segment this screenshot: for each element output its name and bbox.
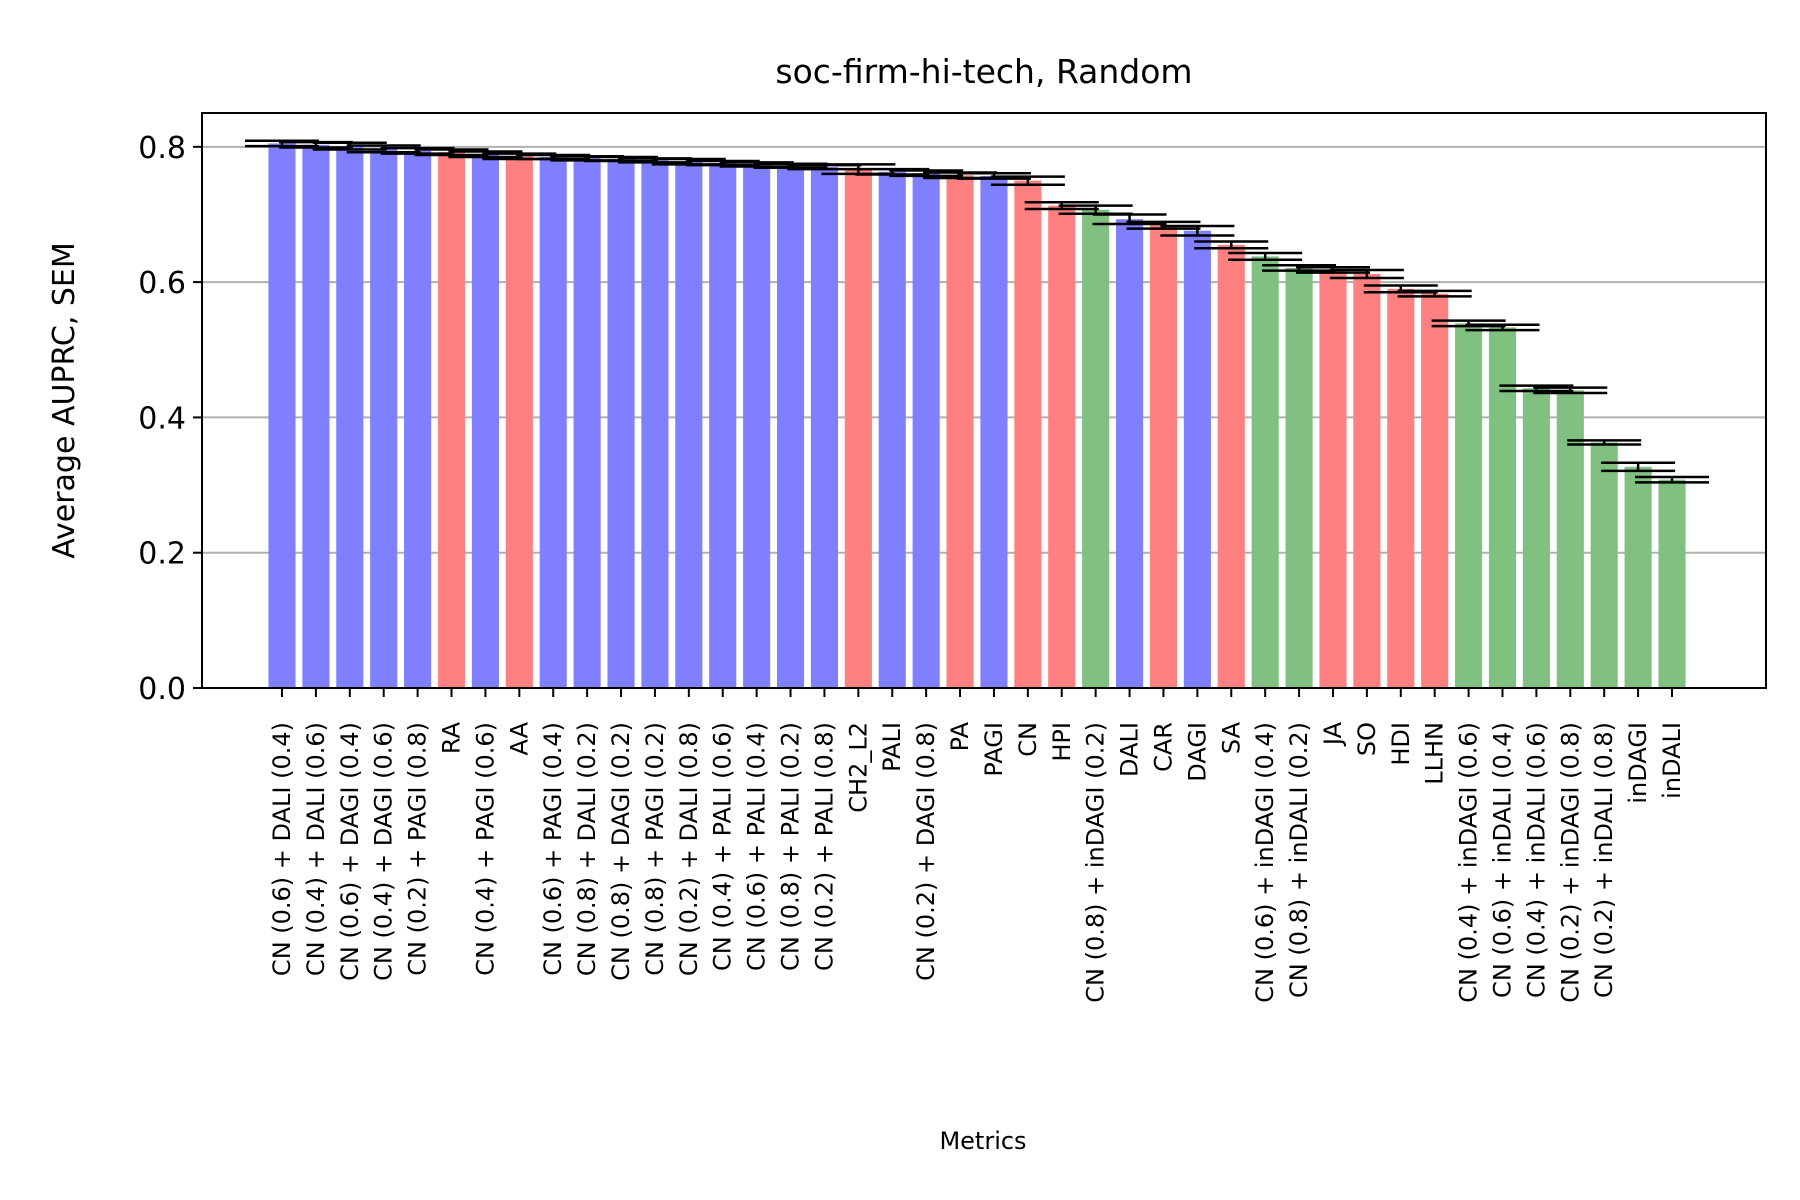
bar — [1421, 293, 1449, 688]
x-tick-label: RA — [438, 721, 466, 754]
x-tick-label: CN (0.4) + DAGI (0.6) — [370, 722, 398, 981]
x-tick-label: AA — [505, 721, 533, 755]
x-tick-label: CN — [1014, 722, 1042, 757]
bar — [844, 169, 872, 688]
bar — [810, 167, 838, 688]
bar — [1353, 274, 1381, 688]
x-tick-label: JA — [1319, 721, 1347, 747]
y-tick-label: 0.0 — [138, 672, 186, 707]
x-tick-label: CN (0.6) + DALI (0.4) — [268, 722, 296, 976]
bar — [946, 175, 974, 688]
x-tick-label: CN (0.8) + DAGI (0.2) — [607, 722, 635, 981]
x-tick-label: CN (0.8) + PAGI (0.2) — [641, 722, 669, 976]
bar — [675, 161, 703, 689]
x-tick-label: CN (0.2) + DAGI (0.8) — [912, 722, 940, 981]
x-tick-label: HDI — [1387, 722, 1415, 766]
bar — [1217, 244, 1245, 689]
bar — [1014, 180, 1042, 688]
bar — [1149, 225, 1178, 688]
x-tick-label: CN (0.4) + PAGI (0.6) — [471, 722, 499, 976]
y-axis-label: Average AUPRC, SEM — [47, 242, 82, 559]
x-tick-label: CN (0.2) + inDALI (0.8) — [1590, 722, 1618, 998]
chart-title: soc-firm-hi-tech, Random — [775, 52, 1192, 91]
x-tick-label: SO — [1353, 722, 1381, 756]
bar — [1590, 442, 1618, 688]
x-tick-label: CN (0.4) + inDALI (0.6) — [1522, 722, 1550, 998]
x-tick-label: CAR — [1149, 722, 1177, 772]
y-axis: 0.0 0.2 0.4 0.6 0.8 — [138, 131, 202, 707]
bar — [1285, 267, 1313, 688]
x-tick-label: CN (0.2) + DALI (0.8) — [675, 722, 703, 976]
bar — [437, 152, 466, 688]
bar — [404, 150, 432, 689]
bar — [607, 159, 635, 688]
x-tick-label: CN (0.2) + PAGI (0.8) — [404, 722, 432, 976]
bar — [1556, 390, 1584, 688]
bar — [539, 156, 567, 688]
x-tick-label: CN (0.8) + PALI (0.2) — [777, 722, 805, 971]
bar — [505, 156, 533, 688]
x-tick-label: CN (0.8) + inDAGI (0.2) — [1082, 722, 1110, 1003]
y-tick-label: 0.2 — [138, 537, 186, 572]
bar — [471, 154, 499, 688]
x-axis-label: Metrics — [939, 1127, 1026, 1155]
x-tick-label: CN (0.6) + DAGI (0.4) — [336, 722, 364, 981]
x-axis: CN (0.6) + DALI (0.4) CN (0.4) + DALI (0.… — [268, 688, 1686, 1003]
bar — [1048, 205, 1076, 689]
bar — [1658, 479, 1686, 688]
bar — [1082, 209, 1110, 688]
bar — [1387, 288, 1415, 688]
y-tick-label: 0.8 — [138, 131, 186, 166]
x-tick-label: SA — [1217, 721, 1245, 754]
bar — [302, 144, 330, 688]
x-tick-label: CN (0.6) + inDALI (0.4) — [1488, 722, 1516, 998]
x-tick-label: PAGI — [980, 722, 1008, 777]
bar — [1251, 256, 1279, 688]
bar — [878, 171, 906, 689]
bar — [743, 164, 771, 689]
bar — [1624, 466, 1652, 688]
bar — [776, 165, 805, 688]
bar — [1488, 327, 1517, 688]
x-tick-label: DALI — [1116, 722, 1144, 777]
x-tick-label: CN (0.2) + inDAGI (0.8) — [1556, 722, 1584, 1003]
bar — [336, 146, 364, 688]
bar — [709, 163, 737, 688]
x-tick-label: inDALI — [1658, 722, 1686, 799]
y-tick-label: 0.6 — [138, 266, 186, 301]
x-tick-label: inDAGI — [1624, 722, 1652, 804]
x-tick-label: PALI — [878, 722, 906, 772]
bar — [912, 173, 940, 689]
x-tick-label: LLHN — [1421, 722, 1449, 785]
x-tick-label: PA — [946, 721, 974, 751]
bar — [1183, 230, 1211, 689]
bar — [641, 160, 669, 689]
y-tick-label: 0.4 — [138, 401, 186, 436]
x-tick-label: CN (0.8) + DALI (0.2) — [573, 722, 601, 976]
bar — [370, 148, 398, 689]
x-tick-label: CN (0.4) + inDAGI (0.6) — [1455, 722, 1483, 1003]
bar — [1522, 388, 1550, 688]
bar — [980, 175, 1008, 689]
bar — [573, 158, 601, 688]
error-bars — [245, 139, 1709, 484]
x-tick-label: CN (0.6) + PAGI (0.4) — [539, 722, 567, 976]
x-tick-label: CN (0.4) + DALI (0.6) — [302, 722, 330, 976]
plot-frame — [201, 112, 1767, 689]
x-tick-label: CN (0.6) + inDAGI (0.4) — [1251, 722, 1279, 1003]
bars — [268, 143, 1686, 689]
x-tick-label: CN (0.4) + PALI (0.6) — [709, 722, 737, 971]
bar — [1116, 219, 1144, 689]
x-tick-label: HPI — [1048, 722, 1076, 762]
bar — [1319, 269, 1347, 688]
x-tick-label: CN (0.8) + inDALI (0.2) — [1285, 722, 1313, 998]
x-tick-label: CH2_L2 — [844, 722, 872, 813]
x-tick-label: DAGI — [1183, 722, 1211, 782]
x-tick-label: CN (0.6) + PALI (0.4) — [743, 722, 771, 971]
bar — [1455, 323, 1483, 688]
bar — [268, 143, 296, 689]
x-tick-label: CN (0.2) + PALI (0.8) — [810, 722, 838, 971]
